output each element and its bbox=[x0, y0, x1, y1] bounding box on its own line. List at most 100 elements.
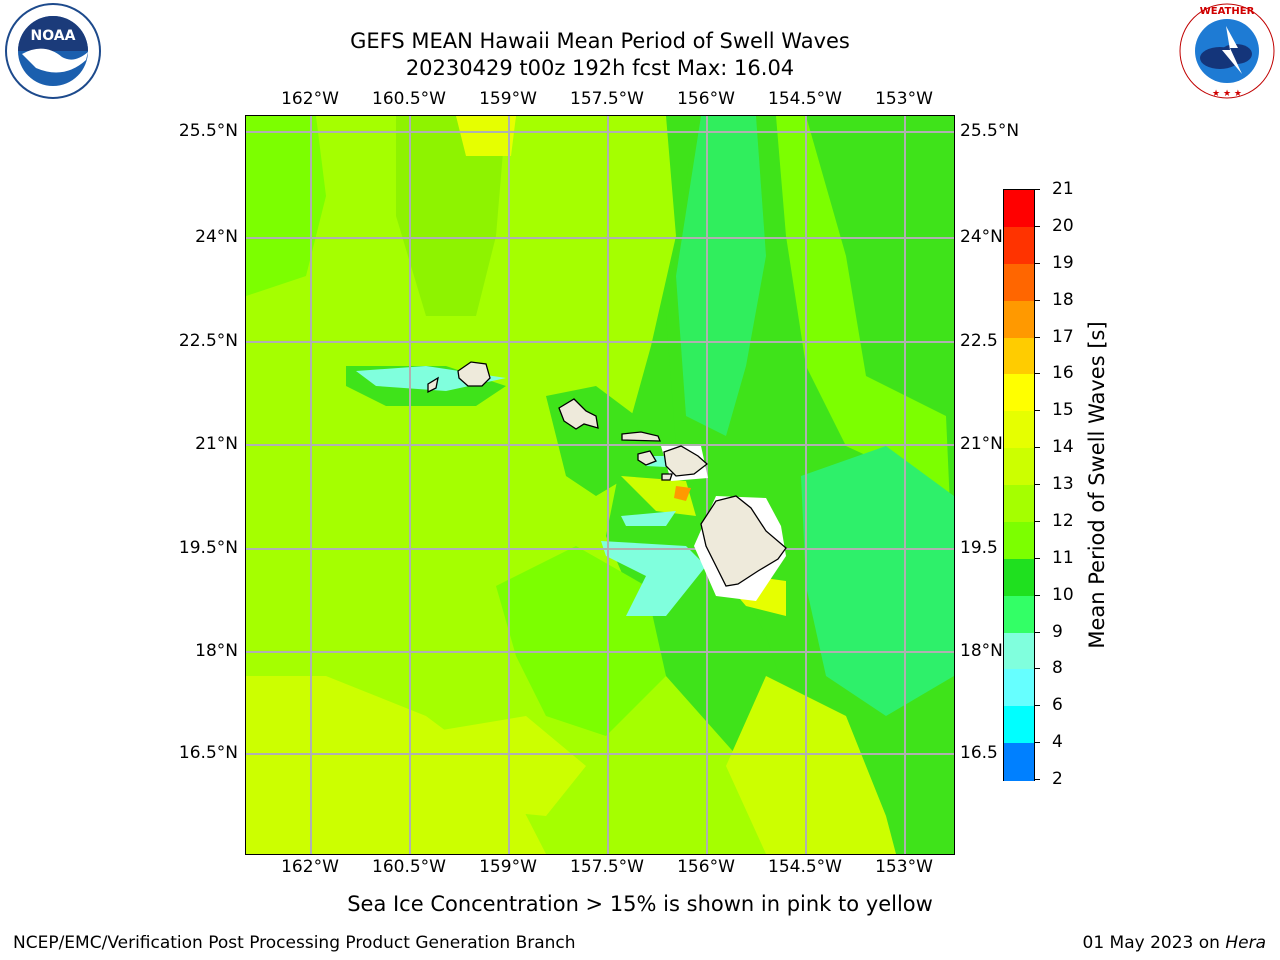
field-13 bbox=[246, 116, 806, 854]
colorbar-segment bbox=[1004, 190, 1034, 228]
colorbar-tick-mark bbox=[1034, 779, 1040, 780]
sea-ice-caption: Sea Ice Concentration > 15% is shown in … bbox=[347, 892, 933, 916]
map-canvas bbox=[246, 116, 954, 854]
colorbar-segment bbox=[1004, 595, 1034, 633]
nws-logo: WEATHER ★ ★ ★ bbox=[1178, 2, 1276, 100]
lat-label-right: 16.5 bbox=[960, 743, 998, 763]
island-maui bbox=[663, 445, 709, 477]
colorbar-tick-mark bbox=[1034, 189, 1040, 190]
hawaiian-islands bbox=[427, 361, 787, 587]
colorbar-tick-label: 20 bbox=[1052, 215, 1074, 236]
footer-host: Hera bbox=[1225, 933, 1266, 953]
field-15 bbox=[456, 116, 516, 156]
lon-label-bottom: 160.5°W bbox=[372, 857, 446, 877]
lon-label-top: 162°W bbox=[281, 89, 339, 109]
colorbar-tick-mark bbox=[1034, 594, 1040, 596]
field-12-5 bbox=[396, 116, 506, 316]
field-14 bbox=[246, 676, 546, 854]
colorbar bbox=[1003, 189, 1035, 781]
swell-period-map bbox=[245, 115, 955, 855]
colorbar-segment bbox=[1004, 521, 1034, 560]
colorbar-tick-label: 17 bbox=[1052, 326, 1074, 347]
field-17 bbox=[674, 486, 691, 501]
lon-label-top: 159°W bbox=[479, 89, 537, 109]
colorbar-segment bbox=[1004, 226, 1034, 265]
colorbar-tick-mark bbox=[1034, 631, 1040, 633]
lon-label-bottom: 162°W bbox=[281, 857, 339, 877]
colorbar-tick-mark bbox=[1034, 557, 1040, 559]
lon-label-top: 156°W bbox=[677, 89, 735, 109]
lat-label-left: 21°N bbox=[195, 434, 238, 454]
field-10 bbox=[676, 116, 766, 436]
svg-text:★ ★ ★: ★ ★ ★ bbox=[1212, 89, 1242, 99]
colorbar-segment bbox=[1004, 337, 1034, 375]
island-molokai bbox=[621, 431, 661, 442]
colorbar-tick-label: 11 bbox=[1052, 547, 1074, 568]
lat-label-right: 21°N bbox=[960, 434, 1003, 454]
lon-label-bottom: 153°W bbox=[875, 857, 933, 877]
field-14 bbox=[621, 476, 696, 516]
noaa-logo: NOAA bbox=[4, 2, 102, 100]
island-lanai bbox=[637, 450, 657, 466]
colorbar-tick-mark bbox=[1034, 225, 1040, 227]
colorbar-segment bbox=[1004, 632, 1034, 670]
colorbar-tick-label: 19 bbox=[1052, 252, 1074, 273]
colorbar-segment bbox=[1004, 448, 1034, 486]
island-niihau bbox=[427, 376, 439, 394]
lon-label-bottom: 154.5°W bbox=[768, 857, 842, 877]
colorbar-segment bbox=[1004, 263, 1034, 302]
chart-title: GEFS MEAN Hawaii Mean Period of Swell Wa… bbox=[350, 29, 850, 53]
chart-subtitle: 20230429 t00z 192h fcst Max: 16.04 bbox=[405, 56, 795, 80]
field-10 bbox=[801, 446, 954, 716]
colorbar-tick-label: 12 bbox=[1052, 510, 1074, 531]
colorbar-tick-mark bbox=[1034, 668, 1040, 670]
colorbar-tick-label: 16 bbox=[1052, 363, 1074, 384]
colorbar-tick-label: 8 bbox=[1052, 658, 1063, 679]
colorbar-tick-mark bbox=[1034, 299, 1040, 301]
colorbar-tick-mark bbox=[1034, 705, 1040, 707]
colorbar-tick-label: 9 bbox=[1052, 621, 1063, 642]
colorbar-segment bbox=[1004, 374, 1034, 412]
lat-label-left: 19.5°N bbox=[178, 538, 238, 558]
footer-date-text: 01 May 2023 on bbox=[1082, 933, 1226, 953]
lat-label-left: 25.5°N bbox=[178, 121, 238, 141]
colorbar-tick-mark bbox=[1034, 742, 1040, 744]
island-kahoolawe bbox=[661, 473, 673, 481]
lat-label-left: 16.5°N bbox=[178, 743, 238, 763]
colorbar-segment bbox=[1004, 558, 1034, 597]
field-9 bbox=[601, 541, 706, 616]
lon-label-bottom: 156°W bbox=[677, 857, 735, 877]
lat-label-left: 22.5°N bbox=[178, 331, 238, 351]
field-9 bbox=[621, 511, 676, 526]
island-hawaii bbox=[700, 495, 787, 587]
colorbar-segment bbox=[1004, 411, 1034, 449]
colorbar-tick-mark bbox=[1034, 262, 1040, 264]
field-12 bbox=[246, 116, 326, 296]
colorbar-tick-mark bbox=[1034, 373, 1040, 375]
graticule bbox=[246, 116, 954, 854]
colorbar-tick-label: 21 bbox=[1052, 179, 1074, 199]
lat-label-right: 19.5 bbox=[960, 538, 998, 558]
field-14 bbox=[406, 716, 586, 816]
colorbar-segment bbox=[1004, 485, 1034, 523]
lat-label-right: 22.5 bbox=[960, 331, 998, 351]
colorbar-segment bbox=[1004, 669, 1034, 707]
lon-label-top: 153°W bbox=[875, 89, 933, 109]
lat-label-left: 18°N bbox=[195, 641, 238, 661]
svg-text:WEATHER: WEATHER bbox=[1200, 6, 1255, 17]
colorbar-tick-label: 4 bbox=[1052, 732, 1063, 753]
lon-label-bottom: 159°W bbox=[479, 857, 537, 877]
colorbar-tick-mark bbox=[1034, 520, 1040, 522]
colorbar-tick-mark bbox=[1034, 484, 1040, 485]
island-oahu bbox=[558, 398, 599, 430]
colorbar-tick-label: 13 bbox=[1052, 474, 1074, 494]
lon-label-top: 154.5°W bbox=[768, 89, 842, 109]
colorbar-tick-mark bbox=[1034, 447, 1040, 449]
lon-label-top: 160.5°W bbox=[372, 89, 446, 109]
colorbar-segment bbox=[1004, 743, 1034, 781]
colorbar-tick-label: 14 bbox=[1052, 437, 1074, 458]
lat-label-right: 24°N bbox=[960, 227, 1003, 247]
lat-label-left: 24°N bbox=[195, 227, 238, 247]
colorbar-tick-label: 2 bbox=[1052, 769, 1063, 789]
colorbar-label: Mean Period of Swell Waves [s] bbox=[1085, 321, 1109, 649]
